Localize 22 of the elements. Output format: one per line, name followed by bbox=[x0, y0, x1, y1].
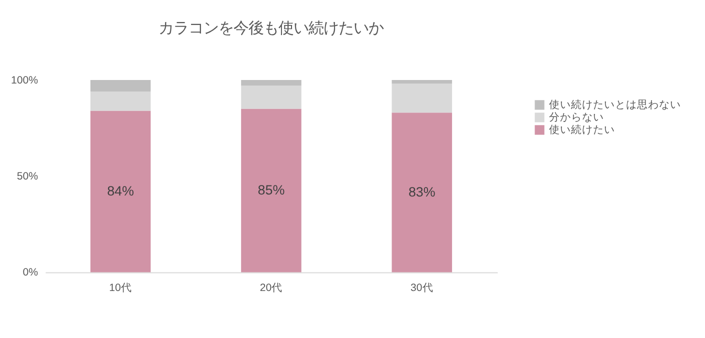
legend-label: 使い続けたい bbox=[549, 124, 616, 136]
bar bbox=[90, 80, 151, 92]
bar bbox=[90, 110, 151, 272]
bar bbox=[241, 80, 302, 86]
bar bbox=[90, 91, 151, 111]
x-tick-label: 10代 bbox=[109, 282, 132, 294]
bar bbox=[392, 112, 452, 272]
data-label: 84% bbox=[107, 183, 134, 198]
y-tick-label: 100% bbox=[10, 74, 39, 86]
x-tick-label: 30代 bbox=[410, 282, 434, 294]
bar bbox=[392, 84, 452, 113]
bar bbox=[392, 80, 452, 84]
x-tick-label: 20代 bbox=[260, 282, 283, 294]
y-tick-label: 0% bbox=[22, 266, 39, 279]
legend-label: 使い続けたいとは思わない bbox=[549, 98, 682, 111]
bar bbox=[241, 86, 302, 109]
data-label: 85% bbox=[258, 182, 285, 198]
chart-title: カラコンを今後も使い続けたいか bbox=[158, 20, 384, 37]
legend-label: 分からない bbox=[549, 111, 604, 124]
data-label: 83% bbox=[408, 184, 436, 200]
bar bbox=[241, 108, 302, 272]
y-tick-label: 50% bbox=[16, 170, 39, 182]
